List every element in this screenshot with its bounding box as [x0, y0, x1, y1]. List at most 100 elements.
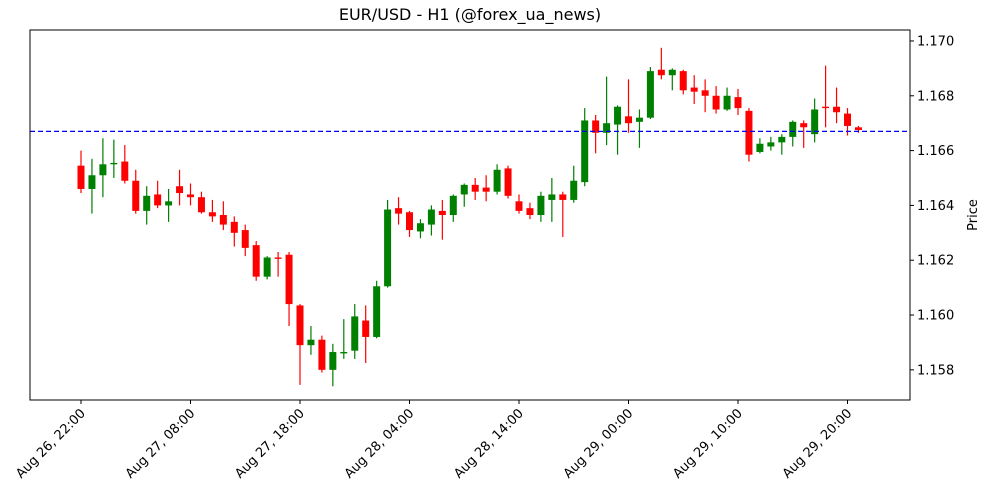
candle	[570, 165, 578, 203]
candle	[756, 138, 764, 154]
candle	[219, 201, 227, 231]
candle	[318, 335, 326, 373]
x-tick-label: Aug 27, 18:00	[232, 406, 308, 482]
candle-body	[449, 195, 457, 215]
candle	[99, 138, 107, 198]
candle-body	[460, 184, 468, 195]
candle	[252, 241, 260, 281]
candle-body	[778, 136, 786, 143]
y-tick-label: 1.162	[917, 254, 954, 269]
candle	[635, 109, 643, 148]
candle	[373, 280, 381, 339]
candle-body	[471, 184, 479, 192]
candle-body	[690, 87, 698, 92]
candle-body	[219, 215, 227, 225]
candle-body	[581, 120, 589, 183]
candle-body	[241, 230, 249, 248]
candle-body	[110, 162, 118, 165]
candle-body	[165, 201, 173, 206]
candle-body	[526, 208, 534, 215]
candle-body	[230, 221, 238, 233]
candle-body	[340, 352, 348, 354]
candle	[625, 79, 632, 133]
y-axis: 1.158 1.160 1.162 1.164 1.166 1.168 1.170	[910, 34, 954, 378]
candle-body	[537, 195, 545, 215]
candle-body	[854, 127, 862, 131]
candle	[800, 120, 808, 148]
candle-body	[438, 210, 446, 215]
y-tick-label: 1.158	[917, 363, 954, 378]
candle	[657, 47, 665, 80]
candle	[603, 76, 611, 146]
candle-body	[77, 165, 85, 189]
candle-body	[515, 201, 523, 211]
candle	[701, 79, 709, 113]
candle-body	[493, 169, 501, 192]
candle-body	[734, 97, 742, 109]
candle	[592, 114, 600, 154]
candle-body	[723, 95, 731, 110]
candle-body	[88, 175, 96, 189]
candle	[384, 199, 392, 288]
candle	[208, 199, 216, 222]
candle-body	[176, 186, 184, 194]
y-tick-label: 1.166	[917, 144, 954, 159]
candle	[471, 178, 479, 200]
candle-body	[121, 161, 129, 181]
candle	[165, 188, 173, 222]
candle	[778, 134, 786, 155]
candle-body	[285, 254, 293, 305]
candle-body	[208, 212, 216, 217]
candle-body	[712, 95, 720, 110]
candle	[176, 169, 184, 206]
candle-body	[625, 116, 632, 124]
y-tick-label: 1.168	[917, 89, 954, 104]
candle	[395, 197, 403, 225]
candle	[110, 139, 118, 178]
candle-body	[603, 123, 611, 133]
candle-body	[767, 142, 775, 147]
candle-body	[679, 71, 687, 91]
candles-layer	[77, 47, 862, 387]
candle	[515, 194, 523, 214]
candle-body	[789, 121, 797, 137]
candle	[668, 68, 676, 91]
candle-body	[274, 257, 282, 259]
candle	[241, 224, 249, 257]
candle	[767, 136, 775, 151]
candle-body	[701, 90, 709, 96]
candle	[537, 191, 545, 222]
candle-body	[296, 305, 304, 346]
x-tick-label: Aug 29, 00:00	[561, 406, 637, 482]
chart-title: EUR/USD - H1 (@forex_ua_news)	[338, 5, 602, 24]
candle	[482, 175, 490, 202]
candle	[822, 65, 830, 128]
candle-body	[668, 69, 676, 76]
candle-body	[263, 257, 271, 277]
candle	[811, 98, 819, 143]
candle	[77, 150, 85, 194]
candle	[460, 183, 468, 207]
candle	[526, 202, 534, 220]
candle-body	[362, 320, 370, 337]
candle-body	[646, 71, 654, 118]
candle	[351, 304, 359, 359]
candle	[559, 191, 567, 237]
candle-body	[318, 339, 326, 370]
candle	[340, 319, 348, 359]
x-tick-label: Aug 29, 10:00	[670, 406, 746, 482]
candle-body	[406, 212, 413, 231]
candle-body	[559, 194, 567, 200]
candle-body	[99, 164, 107, 176]
candle	[143, 186, 151, 225]
candle	[296, 304, 304, 385]
candle	[88, 158, 96, 214]
y-axis-label: Price	[966, 199, 981, 231]
candle	[723, 87, 731, 111]
candle-body	[657, 69, 665, 76]
candle-body	[329, 352, 337, 370]
x-tick-label: Aug 29, 20:00	[780, 406, 856, 482]
candle-body	[351, 316, 359, 351]
y-tick-label: 1.170	[917, 34, 954, 49]
candle	[679, 69, 687, 95]
